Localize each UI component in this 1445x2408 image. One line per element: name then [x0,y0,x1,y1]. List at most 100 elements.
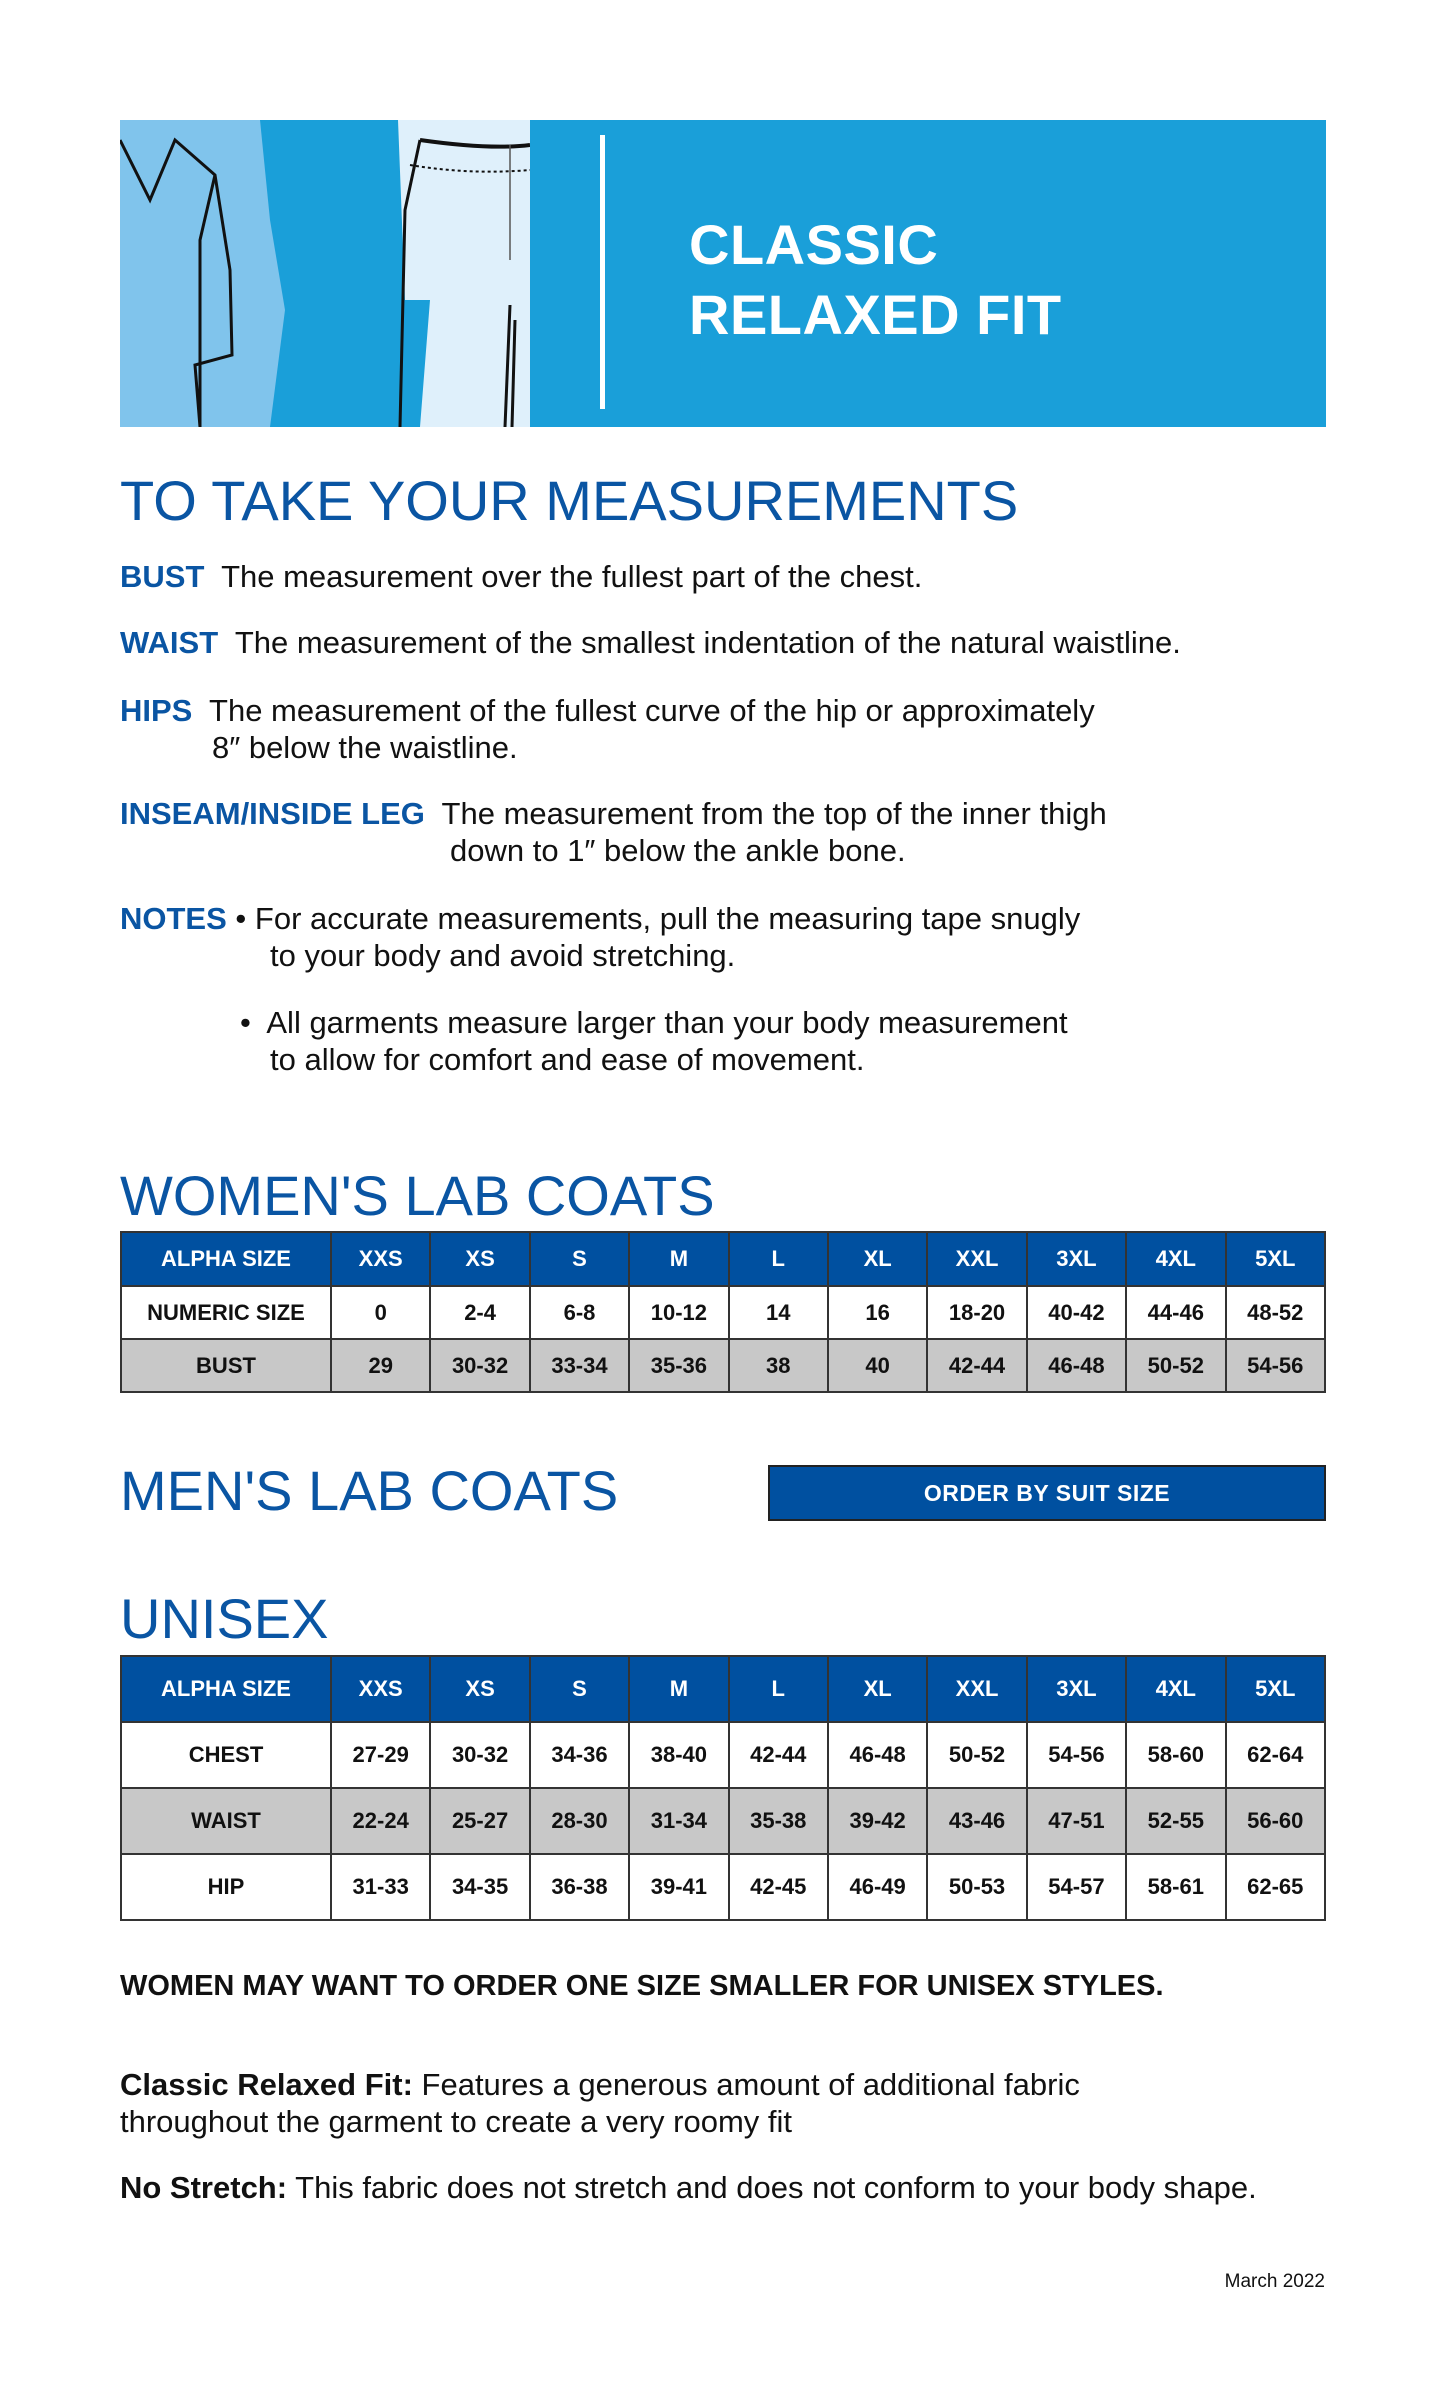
table-cell: 47-51 [1025,1787,1128,1855]
table-cell: 0 [329,1285,432,1340]
column-header: XXS [329,1655,432,1723]
column-header: XL [826,1655,929,1723]
column-header: 4XL [1125,1655,1227,1723]
table-cell: 39-41 [628,1853,730,1921]
table-cell: 14 [727,1285,829,1340]
table-cell: 35-38 [727,1787,829,1855]
table-cell: 54-56 [1224,1338,1327,1393]
table-row: WAIST 22-24 25-27 28-30 31-34 35-38 39-42 43-46… [120,1787,1327,1855]
table-cell: 58-61 [1125,1853,1227,1921]
inseam-definition: INSEAM/INSIDE LEG The measurement from t… [120,796,1107,831]
table-cell: 39-42 [826,1787,929,1855]
table-cell: 22-24 [329,1787,432,1855]
column-header: ALPHA SIZE [120,1231,332,1287]
table-cell: 62-64 [1224,1721,1327,1789]
womens-heading: WOMEN'S LAB COATS [120,1164,715,1227]
unisex-warning: WOMEN MAY WANT TO ORDER ONE SIZE SMALLER… [120,1970,1164,2002]
table-cell: 46-49 [826,1853,929,1921]
unisex-heading: UNISEX [120,1587,329,1650]
table-cell: NUMERIC SIZE [120,1285,332,1340]
column-header: XS [429,1655,531,1723]
garment-illustration [120,120,530,427]
column-header: L [727,1655,829,1723]
note-item: • All garments measure larger than your … [240,1005,1068,1040]
table-cell: 36-38 [528,1853,631,1921]
note-item: to your body and avoid stretching. [270,938,736,973]
table-cell: 25-27 [429,1787,531,1855]
header-banner: CLASSIC RELAXED FIT [120,120,1326,427]
table-row: BUST 29 30-32 33-34 35-36 38 40 42-44 46-48 50-52… [120,1338,1327,1393]
table-row: CHEST 27-29 30-32 34-36 38-40 42-44 46-48 50-52… [120,1721,1327,1789]
table-cell: 50-52 [1125,1338,1227,1393]
column-header: ALPHA SIZE [120,1655,332,1723]
notes-label: NOTES • For accurate measurements, pull … [120,901,1081,936]
table-cell: 43-46 [926,1787,1028,1855]
table-cell: 50-52 [926,1721,1028,1789]
column-header: XXS [329,1231,432,1287]
table-cell: 35-36 [628,1338,730,1393]
waist-definition: WAIST The measurement of the smallest in… [120,625,1181,660]
column-header: L [727,1231,829,1287]
table-cell: 27-29 [329,1721,432,1789]
table-cell: 44-46 [1125,1285,1227,1340]
banner-title: CLASSIC RELAXED FIT [689,213,1062,346]
table-cell: 30-32 [429,1721,531,1789]
table-cell: HIP [120,1853,332,1921]
table-cell: 42-44 [727,1721,829,1789]
table-cell: 42-44 [926,1338,1028,1393]
table-cell: 42-45 [727,1853,829,1921]
table-cell: 62-65 [1224,1853,1327,1921]
column-header: 3XL [1025,1231,1128,1287]
table-cell: 34-36 [528,1721,631,1789]
table-cell: 48-52 [1224,1285,1327,1340]
inseam-definition-cont: down to 1″ below the ankle bone. [450,833,906,868]
table-header-row: ALPHA SIZE XXS XS S M L XL XXL 3XL 4XL 5XL [120,1231,1327,1287]
classic-fit-description: Classic Relaxed Fit: Features a generous… [120,2067,1080,2102]
column-header: XXL [926,1231,1028,1287]
table-cell: CHEST [120,1721,332,1789]
column-header: 4XL [1125,1231,1227,1287]
table-cell: 56-60 [1224,1787,1327,1855]
unisex-size-table: ALPHA SIZE XXS XS S M L XL XXL 3XL 4XL 5XL CHEST 27-… [120,1655,1327,1921]
table-cell: 38-40 [628,1721,730,1789]
bust-definition: BUST The measurement over the fullest pa… [120,559,923,594]
table-cell: 40-42 [1025,1285,1128,1340]
order-by-suit-size-button[interactable]: ORDER BY SUIT SIZE [768,1465,1326,1521]
table-header-row: ALPHA SIZE XXS XS S M L XL XXL 3XL 4XL 5XL [120,1655,1327,1723]
hips-definition-cont: 8″ below the waistline. [212,730,518,765]
classic-fit-description-cont: throughout the garment to create a very … [120,2104,793,2139]
table-cell: 34-35 [429,1853,531,1921]
column-header: XS [429,1231,531,1287]
table-cell: 38 [727,1338,829,1393]
divider [600,135,605,409]
measurements-heading: TO TAKE YOUR MEASUREMENTS [120,469,1019,532]
note-item: to allow for comfort and ease of movemen… [270,1042,865,1077]
table-cell: BUST [120,1338,332,1393]
no-stretch-description: No Stretch: This fabric does not stretch… [120,2170,1257,2205]
column-header: M [628,1231,730,1287]
column-header: M [628,1655,730,1723]
table-cell: 30-32 [429,1338,531,1393]
table-cell: 2-4 [429,1285,531,1340]
table-cell: 54-57 [1025,1853,1128,1921]
column-header: XXL [926,1655,1028,1723]
column-header: 3XL [1025,1655,1128,1723]
hips-definition: HIPS The measurement of the fullest curv… [120,693,1095,728]
column-header: S [528,1655,631,1723]
table-cell: 16 [826,1285,929,1340]
table-cell: 40 [826,1338,929,1393]
table-cell: 31-34 [628,1787,730,1855]
table-cell: 58-60 [1125,1721,1227,1789]
womens-size-table: ALPHA SIZE XXS XS S M L XL XXL 3XL 4XL 5XL NUMERIC … [120,1231,1327,1393]
table-cell: 54-56 [1025,1721,1128,1789]
table-cell: 6-8 [528,1285,631,1340]
mens-heading: MEN'S LAB COATS [120,1459,619,1522]
column-header: 5XL [1224,1231,1327,1287]
table-cell: 31-33 [329,1853,432,1921]
table-row: HIP 31-33 34-35 36-38 39-41 42-45 46-49 50-53 54… [120,1853,1327,1921]
table-cell: 28-30 [528,1787,631,1855]
column-header: S [528,1231,631,1287]
table-cell: 46-48 [826,1721,929,1789]
table-cell: 46-48 [1025,1338,1128,1393]
table-cell: 29 [329,1338,432,1393]
